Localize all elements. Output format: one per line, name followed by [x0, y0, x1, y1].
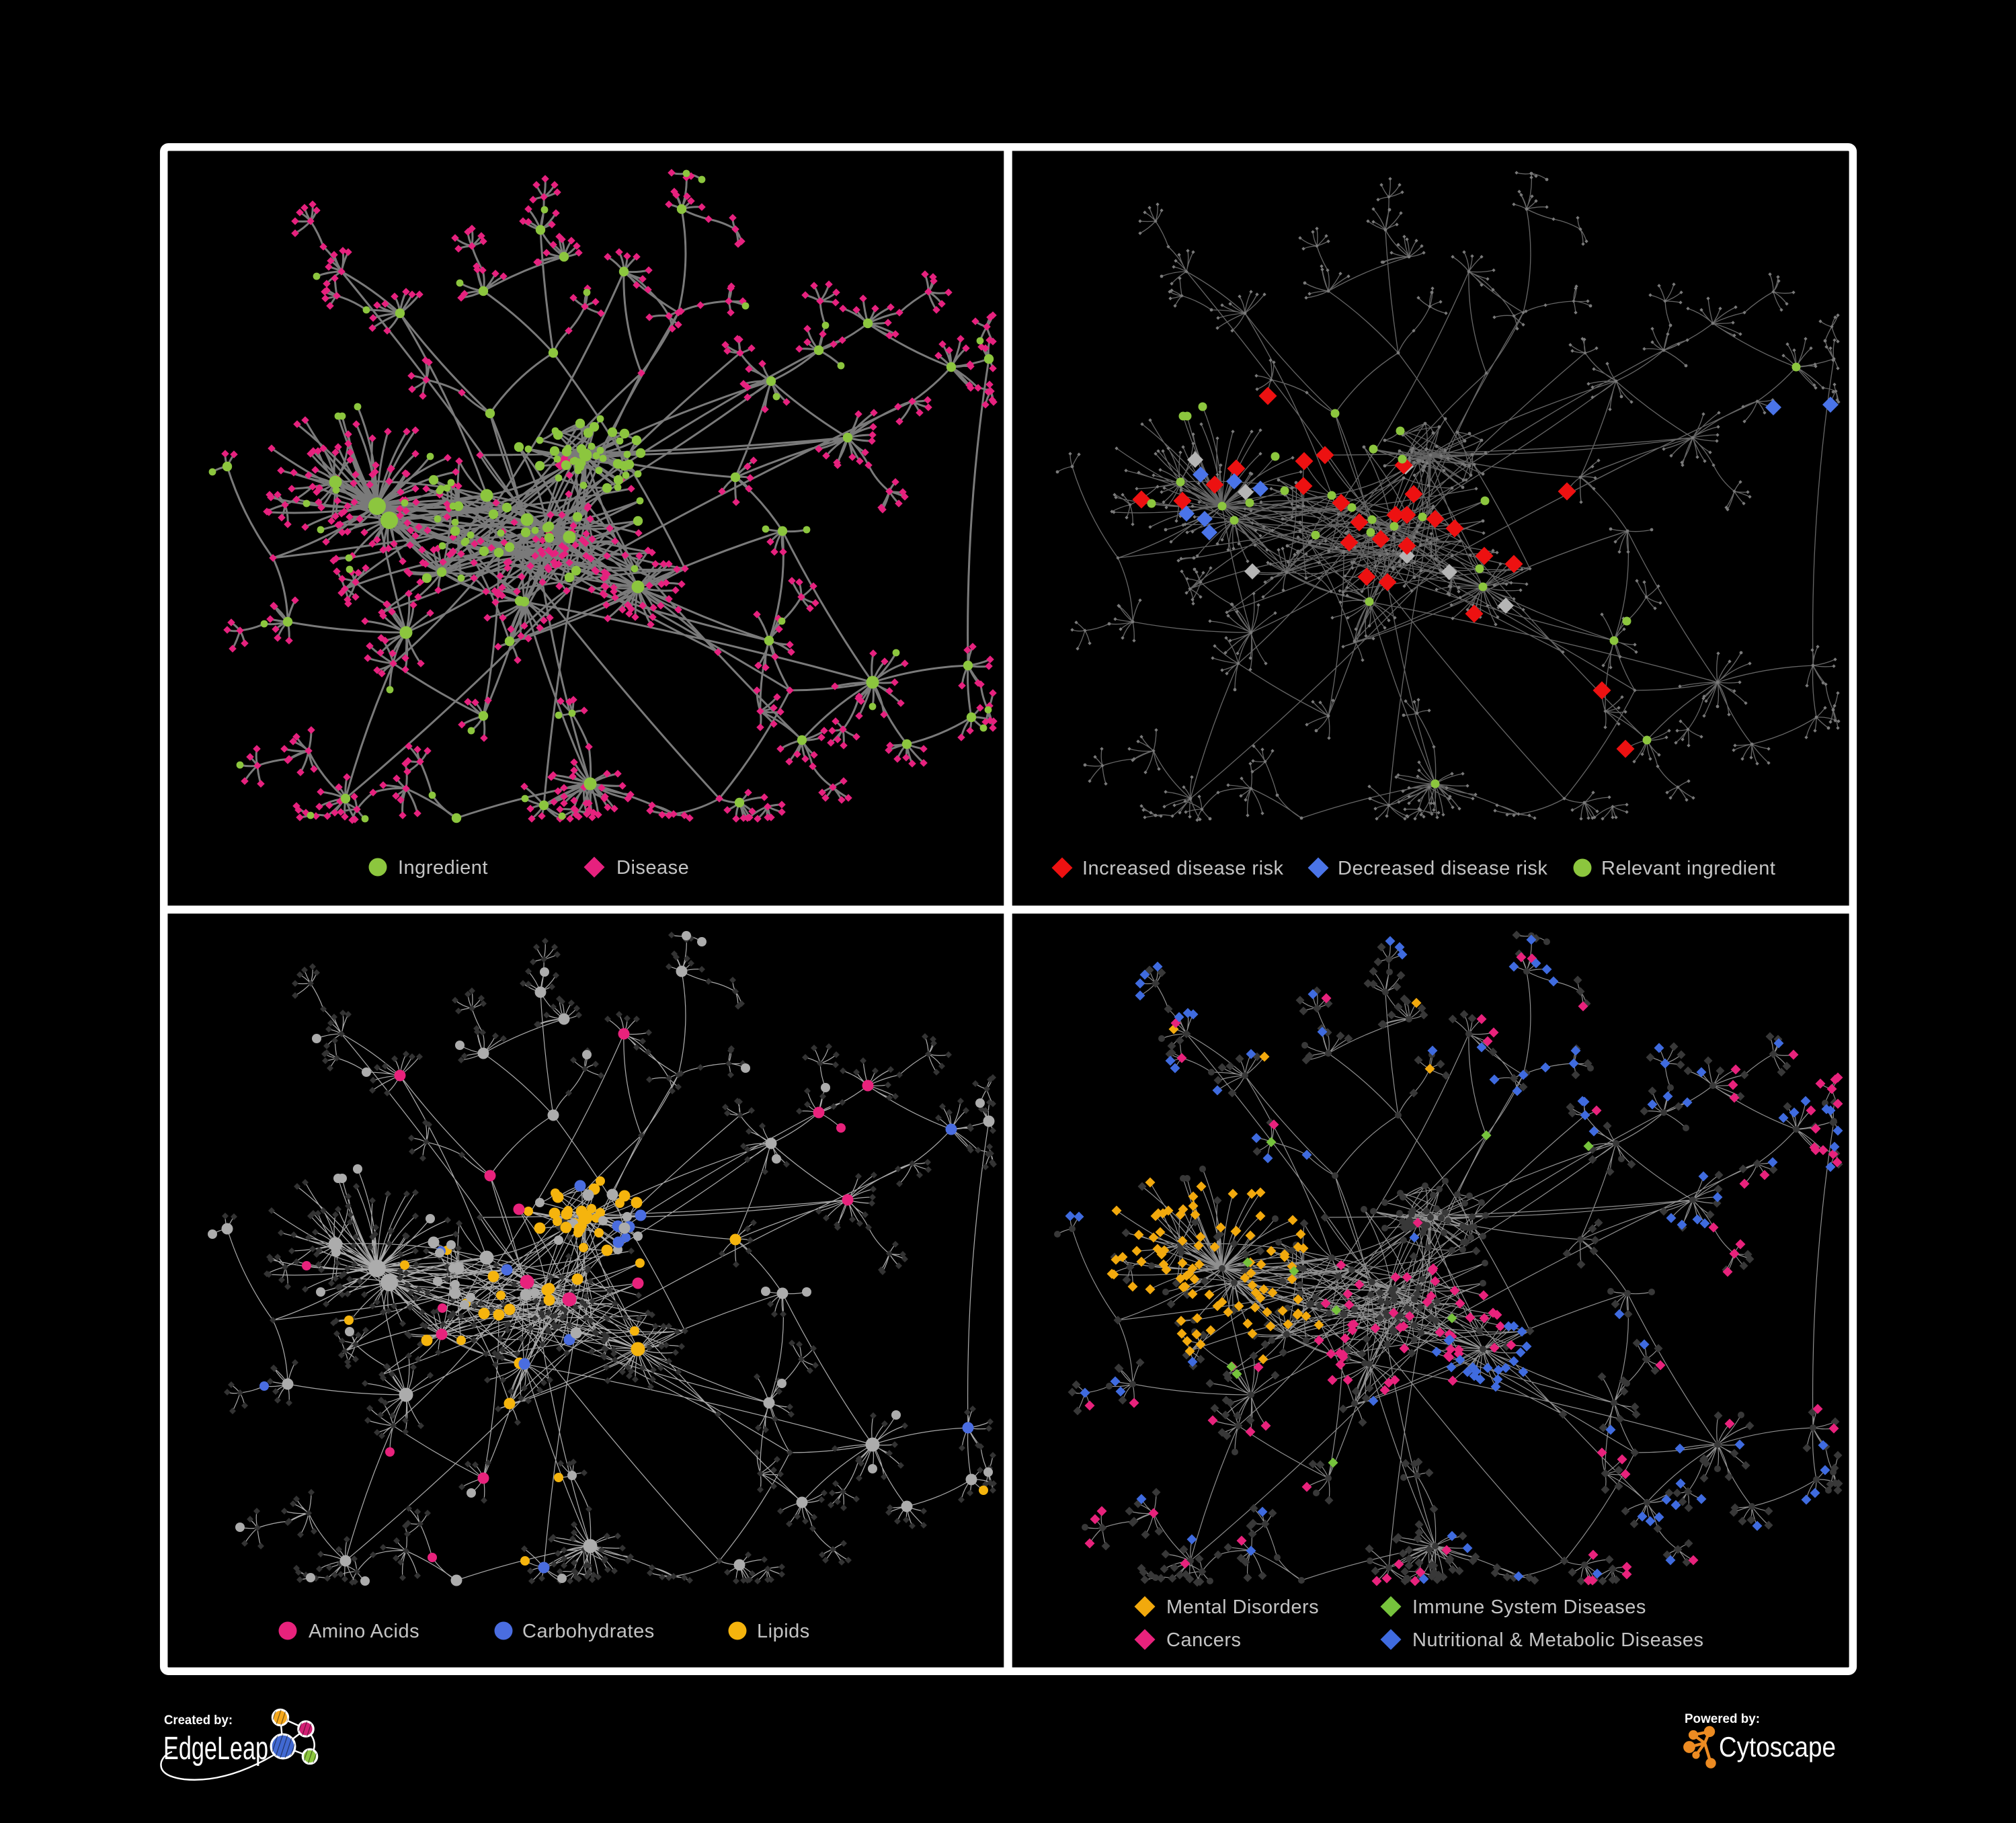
svg-text:Relevant ingredient: Relevant ingredient: [1601, 858, 1775, 879]
svg-text:Nutritional & Metabolic Diseas: Nutritional & Metabolic Diseases: [1412, 1629, 1703, 1651]
svg-text:Ingredient: Ingredient: [398, 857, 488, 879]
svg-text:EdgeLeap: EdgeLeap: [163, 1731, 268, 1767]
svg-text:Cytoscape: Cytoscape: [1719, 1731, 1836, 1763]
svg-text:Immune System Diseases: Immune System Diseases: [1412, 1596, 1646, 1618]
svg-text:Increased disease risk: Increased disease risk: [1082, 858, 1284, 879]
svg-text:Created by:: Created by:: [164, 1713, 233, 1728]
svg-text:Mental Disorders: Mental Disorders: [1166, 1596, 1319, 1618]
svg-text:Decreased disease risk: Decreased disease risk: [1338, 858, 1547, 879]
svg-text:Disease: Disease: [616, 857, 689, 879]
svg-text:Cancers: Cancers: [1166, 1629, 1242, 1651]
svg-text:Powered by:: Powered by:: [1685, 1712, 1760, 1726]
svg-text:Carbohydrates: Carbohydrates: [522, 1621, 655, 1642]
svg-text:Amino Acids: Amino Acids: [309, 1621, 419, 1642]
svg-text:Lipids: Lipids: [757, 1621, 810, 1642]
